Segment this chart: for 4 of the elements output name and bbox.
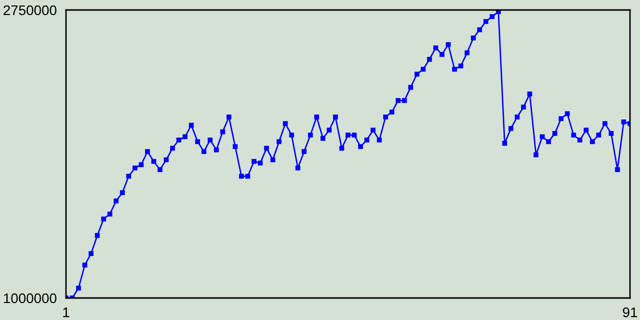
x-tick-label: 1 bbox=[63, 308, 70, 318]
y-tick-label: 1000000 bbox=[4, 293, 56, 304]
y-tick-label: 2750000 bbox=[4, 5, 56, 16]
x-tick-label: 91 bbox=[622, 307, 638, 318]
